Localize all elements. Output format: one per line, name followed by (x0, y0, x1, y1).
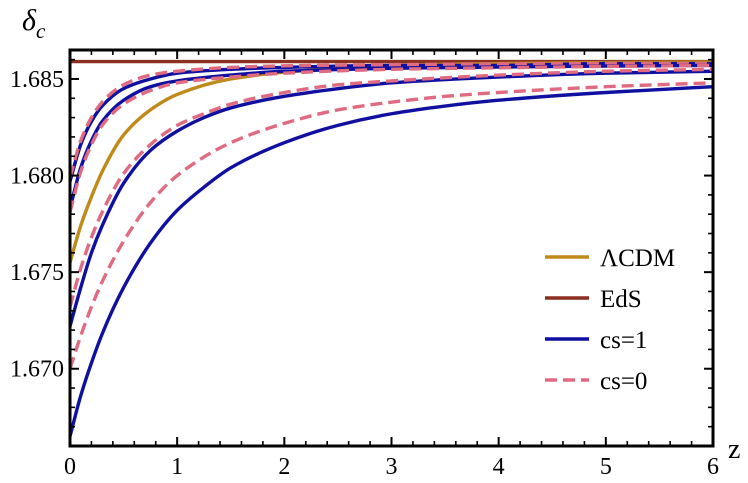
x-tick-label: 4 (493, 454, 505, 480)
series-line-cs-0-c (68, 67, 714, 308)
series-line-cs-0-d (68, 81, 714, 370)
x-tick-label: 6 (707, 454, 719, 480)
series-line-cs-1-c (68, 69, 714, 327)
legend-label: cs=1 (600, 327, 647, 354)
series-line-cs-0-a (68, 61, 713, 178)
y-tick-label: 1.680 (10, 164, 64, 190)
series-layer (68, 59, 714, 437)
y-axis-label: δc (22, 4, 46, 43)
series-line-cs-0-b (68, 63, 714, 213)
legend-label: cs=0 (600, 368, 647, 395)
legend: ΛCDM EdS cs=1 cs=0 (545, 245, 675, 395)
legend-label: EdS (600, 286, 642, 313)
labels-layer: 0 1 2 3 4 5 6 1.670 1.675 1.680 1.685 (10, 67, 719, 480)
x-tick-label: 3 (386, 454, 398, 480)
x-axis-label: z (728, 434, 740, 465)
y-axis-label-main: δ (22, 4, 37, 37)
legend-label: ΛCDM (600, 245, 675, 272)
x-tick-label: 1 (171, 454, 183, 480)
y-axis-label-subscript: c (36, 19, 46, 43)
x-tick-label: 0 (64, 454, 76, 480)
x-tick-label: 2 (278, 454, 290, 480)
plot-frame (68, 48, 715, 448)
x-tick-label: 5 (600, 454, 612, 480)
series-line-cs-1-d (68, 85, 714, 437)
y-tick-label: 1.675 (10, 260, 64, 286)
y-tick-label: 1.685 (10, 67, 64, 93)
y-tick-label: 1.670 (10, 357, 64, 383)
